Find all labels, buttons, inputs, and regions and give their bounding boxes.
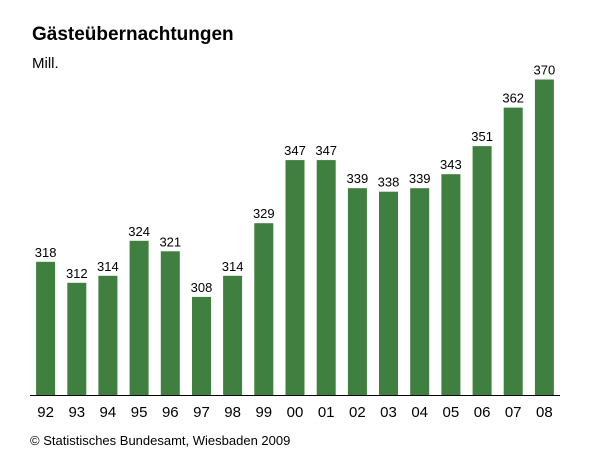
data-label-98: 314 [222, 259, 244, 274]
x-tick-08: 08 [536, 404, 553, 421]
x-tick-04: 04 [411, 404, 428, 421]
data-label-04: 339 [409, 171, 431, 186]
bar-98 [223, 275, 243, 395]
x-tick-06: 06 [474, 404, 491, 421]
bar-97 [192, 296, 211, 395]
x-tick-97: 97 [193, 404, 210, 421]
bar-92 [36, 261, 56, 395]
x-tick-96: 96 [162, 404, 179, 421]
x-tick-01: 01 [318, 404, 335, 421]
bar-02 [347, 188, 367, 395]
x-tick-99: 99 [255, 404, 272, 421]
data-label-97: 308 [191, 280, 213, 295]
data-label-00: 347 [284, 143, 306, 158]
data-label-02: 339 [347, 171, 369, 186]
bar-96 [160, 251, 180, 395]
data-label-99: 329 [253, 206, 275, 221]
data-label-01: 347 [315, 143, 337, 158]
x-tick-94: 94 [100, 404, 117, 421]
data-label-92: 318 [35, 245, 57, 260]
data-label-06: 351 [471, 129, 493, 144]
x-tick-labels: 92 93 94 95 96 97 98 99 00 01 02 03 04 05 06 07 08 [37, 404, 552, 421]
bar-03 [379, 191, 398, 395]
bar-00 [285, 160, 305, 395]
data-label-08: 370 [534, 63, 556, 78]
bar-08 [534, 79, 554, 395]
x-tick-02: 02 [349, 404, 366, 421]
data-label-05: 343 [440, 157, 462, 172]
bar-01 [316, 160, 336, 395]
source-note: © Statistisches Bundesamt, Wiesbaden 200… [30, 433, 291, 448]
bar-05 [441, 174, 461, 395]
chart-title: Gästeübernachtungen [32, 24, 234, 45]
x-tick-98: 98 [224, 404, 241, 421]
x-tick-92: 92 [37, 404, 54, 421]
bar-99 [254, 223, 274, 395]
x-tick-03: 03 [380, 404, 397, 421]
bar-04 [410, 188, 430, 395]
data-label-03: 338 [378, 175, 400, 190]
bar-06 [472, 146, 492, 395]
data-label-94: 314 [97, 259, 119, 274]
data-label-95: 324 [128, 224, 150, 239]
x-tick-00: 00 [287, 404, 304, 421]
data-label-93: 312 [66, 266, 88, 281]
data-label-07: 362 [502, 91, 524, 106]
bar-95 [129, 240, 149, 395]
data-label-96: 321 [159, 234, 181, 249]
x-tick-05: 05 [443, 404, 460, 421]
bar-93 [67, 282, 87, 395]
unit-label: Mill. [32, 55, 59, 72]
bar-07 [503, 107, 523, 395]
x-tick-93: 93 [68, 404, 85, 421]
x-tick-07: 07 [505, 404, 522, 421]
bar-94 [98, 275, 118, 395]
x-tick-95: 95 [131, 404, 148, 421]
bars-group: 318 312 314 324 321 308 314 329 347 347 339 338 339 3… [35, 63, 556, 395]
